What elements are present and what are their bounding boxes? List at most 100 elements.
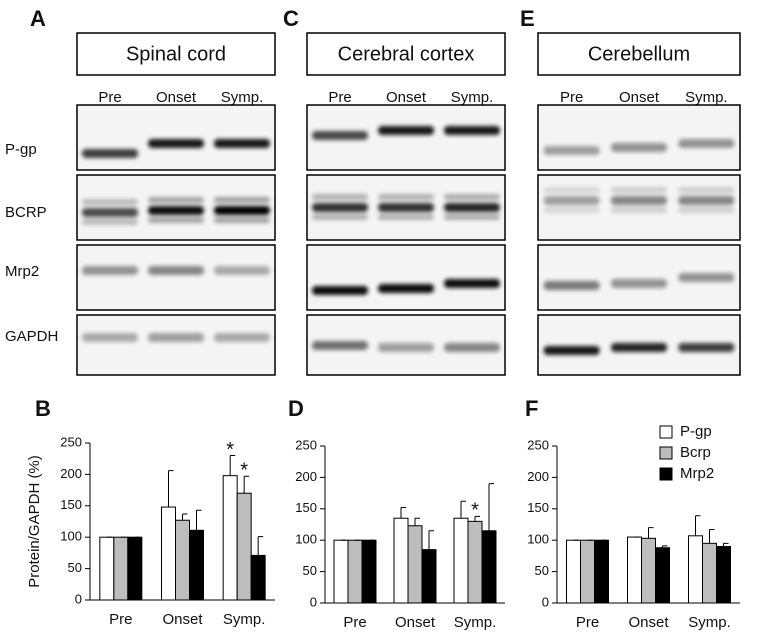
y-tick-label: 250	[60, 434, 82, 449]
blot-frame	[76, 314, 276, 376]
y-tick-label: 150	[527, 500, 549, 515]
blot-band	[214, 266, 270, 275]
bar	[655, 547, 670, 604]
panel-header: Cerebral cortex	[338, 43, 475, 65]
bar	[627, 536, 642, 604]
x-tick-label: Pre	[576, 614, 599, 631]
y-tick-label: 0	[542, 594, 549, 609]
bar	[222, 475, 238, 601]
bar	[250, 554, 266, 601]
blot-band	[82, 333, 138, 342]
blot-band	[378, 343, 434, 352]
y-tick-label: 50	[303, 563, 317, 578]
x-tick-label: Pre	[343, 614, 366, 631]
error-bar	[695, 515, 701, 536]
blot-band	[214, 197, 270, 203]
row-label: P-gp	[5, 141, 37, 158]
bar	[467, 520, 483, 604]
significance-marker: *	[240, 460, 248, 482]
legend-swatch	[659, 446, 673, 460]
lane-label: Onset	[156, 89, 197, 106]
bar	[421, 549, 437, 604]
lane-label: Symp.	[451, 89, 494, 106]
blot-frame	[76, 104, 276, 171]
y-tick-label: 50	[535, 563, 549, 578]
blot-band	[678, 139, 735, 148]
panel-letter: C	[283, 6, 299, 31]
blot-band	[148, 197, 204, 203]
error-bar	[414, 517, 420, 526]
bar	[393, 517, 409, 604]
panel-header-box	[537, 32, 741, 76]
row-label: GAPDH	[5, 328, 58, 345]
blot-frame	[76, 244, 276, 311]
error-bar	[243, 475, 250, 494]
legend-swatch	[659, 425, 673, 439]
y-tick-label: 0	[310, 594, 317, 609]
blot-band	[444, 343, 500, 352]
blot-band	[82, 149, 138, 158]
blot-band	[312, 341, 368, 350]
legend-label: Mrp2	[680, 465, 714, 482]
chart-letter: D	[288, 396, 304, 421]
y-tick-label: 100	[60, 529, 82, 544]
y-tick-label: 0	[75, 591, 82, 606]
lane-label: Onset	[386, 89, 427, 106]
x-tick-label: Symp.	[454, 614, 497, 631]
error-bar	[168, 470, 174, 508]
blot-band	[148, 266, 204, 275]
x-tick-label: Onset	[162, 611, 203, 628]
bar	[407, 525, 423, 604]
blot-band	[148, 139, 204, 148]
y-tick-label: 250	[527, 437, 549, 452]
error-bar	[196, 509, 202, 531]
blot-band	[148, 333, 204, 342]
blot-band	[378, 203, 434, 212]
bar	[702, 542, 717, 604]
lane-label: Onset	[619, 89, 660, 106]
blot-band	[543, 187, 600, 193]
y-tick-label: 200	[527, 469, 549, 484]
bar	[236, 492, 252, 601]
error-bar	[400, 507, 406, 519]
error-bar	[257, 536, 264, 556]
blot-band	[678, 343, 735, 352]
blot-band	[678, 207, 735, 213]
blot-band	[678, 187, 735, 193]
blot-band	[444, 126, 500, 135]
row-label: BCRP	[5, 204, 47, 221]
blot-band	[444, 194, 500, 200]
blot-band	[312, 203, 368, 212]
blot-band	[543, 281, 600, 290]
lane-label: Symp.	[221, 89, 264, 106]
y-tick-label: 200	[295, 469, 317, 484]
blot-band	[378, 214, 434, 220]
chart-letter: F	[525, 396, 538, 421]
legend-swatch	[659, 467, 673, 481]
bar	[113, 536, 129, 601]
y-axis-label: Protein/GAPDH (%)	[26, 455, 43, 588]
y-tick-label: 250	[295, 437, 317, 452]
bar	[453, 517, 469, 604]
error-bar	[474, 515, 480, 522]
blot-band	[678, 196, 735, 205]
blot-band	[214, 217, 270, 223]
blot-band	[82, 266, 138, 275]
error-bar	[488, 483, 494, 531]
bar	[175, 519, 190, 601]
blot-band	[678, 273, 735, 282]
error-bar	[723, 542, 729, 547]
row-label: Mrp2	[5, 263, 39, 280]
blot-frame	[306, 244, 506, 311]
panel-header: Spinal cord	[126, 43, 226, 65]
y-tick-label: 50	[68, 560, 82, 575]
x-tick-label: Onset	[628, 614, 669, 631]
blot-band	[611, 143, 667, 152]
blot-frame	[537, 104, 741, 171]
blot-band	[378, 194, 434, 200]
blot-band	[148, 217, 204, 223]
panel-header-box	[76, 32, 276, 76]
blot-band	[214, 206, 270, 215]
blot-band	[82, 208, 138, 217]
